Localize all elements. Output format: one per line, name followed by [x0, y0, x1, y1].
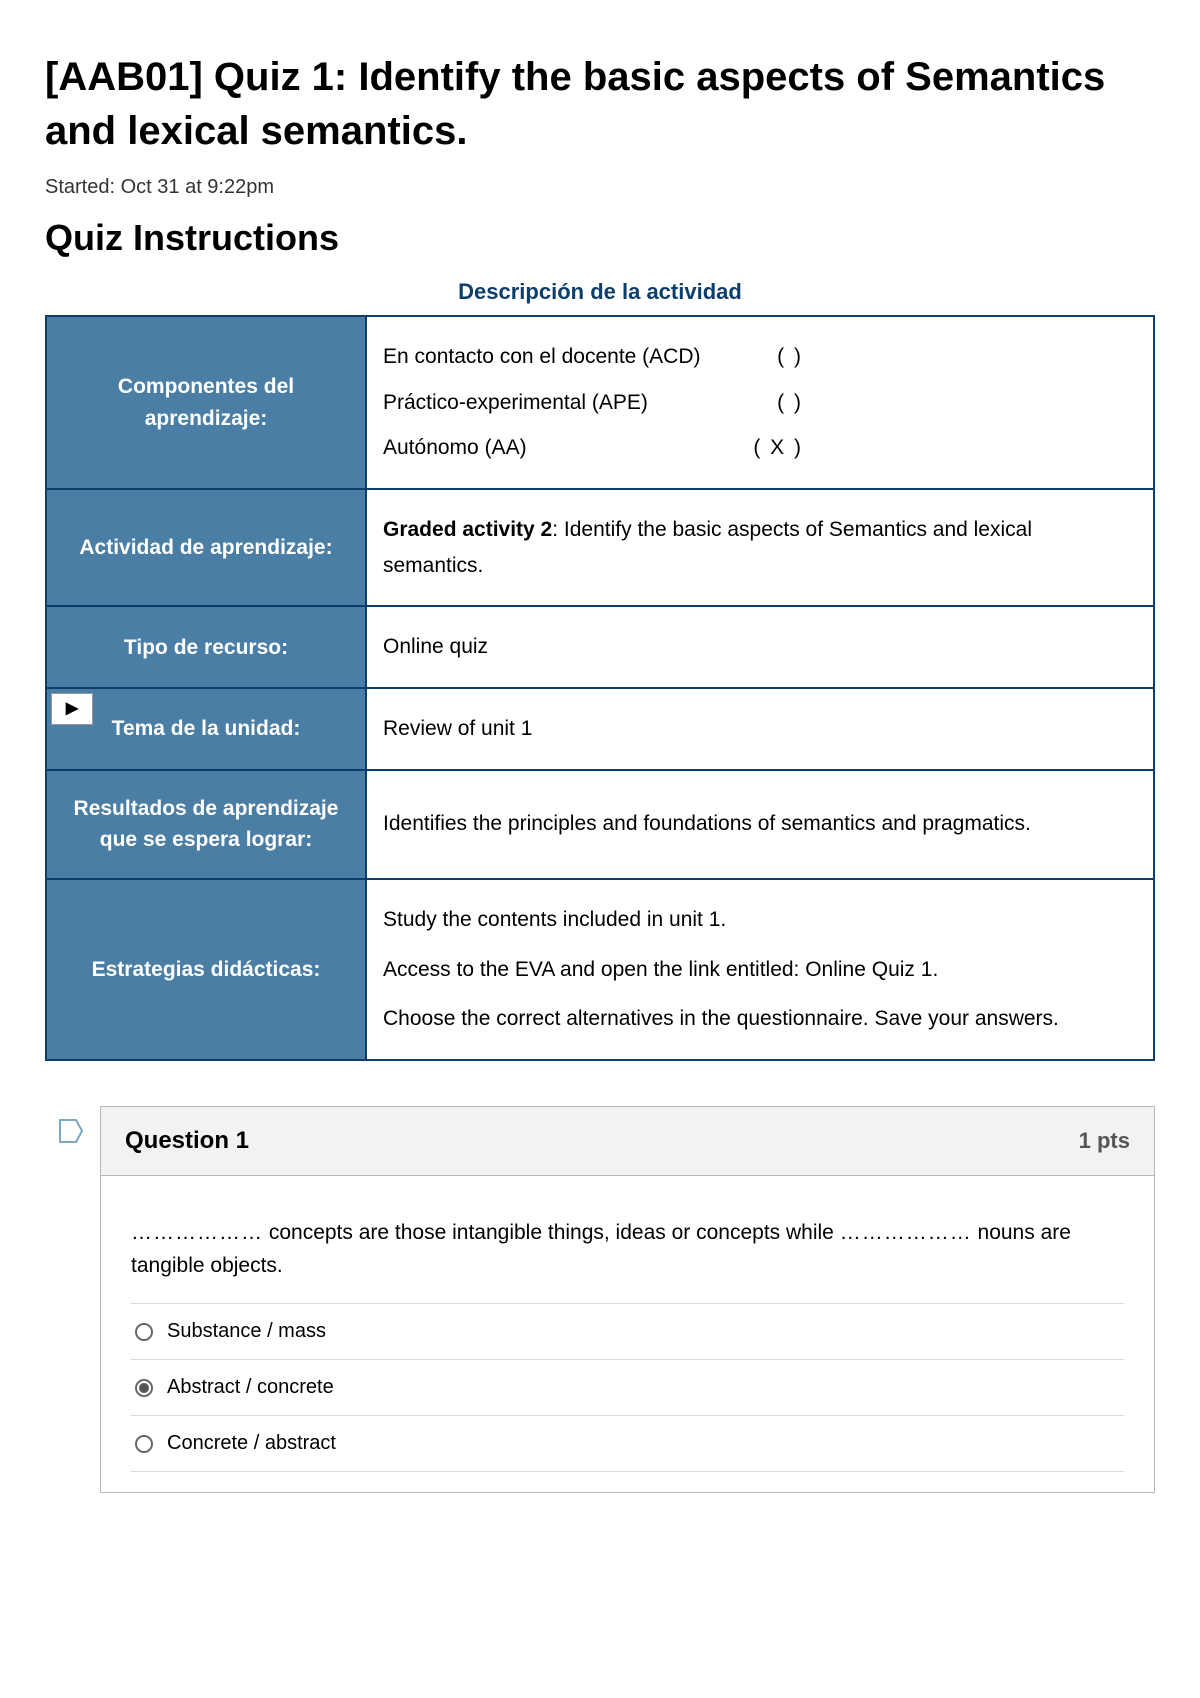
blank-dots: ……………… [840, 1221, 972, 1244]
component-mark: ( X ) [753, 430, 803, 466]
row-value: En contacto con el docente (ACD) ( ) Prá… [366, 316, 1154, 489]
question-box: Question 1 1 pts ……………… concepts are tho… [100, 1106, 1155, 1493]
row-value: Review of unit 1 [366, 688, 1154, 770]
option-label: Abstract / concrete [167, 1376, 334, 1399]
row-label: Actividad de aprendizaje: [46, 489, 366, 606]
started-timestamp: Started: Oct 31 at 9:22pm [45, 176, 1155, 199]
table-row: ▶ Tema de la unidad: Review of unit 1 [46, 688, 1154, 770]
table-row: Tipo de recurso: Online quiz [46, 606, 1154, 688]
description-title: Descripción de la actividad [45, 279, 1155, 305]
strategy-line: Study the contents included in unit 1. [383, 902, 1137, 938]
radio-icon[interactable] [135, 1323, 153, 1341]
radio-icon[interactable] [135, 1435, 153, 1453]
instructions-heading: Quiz Instructions [45, 217, 1155, 259]
component-mark: ( ) [777, 339, 803, 375]
option-item[interactable]: Substance / mass [131, 1303, 1124, 1360]
row-label-text: Tema de la unidad: [112, 717, 301, 740]
row-value: Identifies the principles and foundation… [366, 770, 1154, 879]
bold-prefix: Graded activity 2 [383, 518, 552, 541]
table-row: Componentes del aprendizaje: En contacto… [46, 316, 1154, 489]
question-marker-icon [58, 1118, 84, 1144]
component-name: Práctico-experimental (APE) [383, 385, 648, 421]
option-item[interactable]: Abstract / concrete [131, 1360, 1124, 1416]
option-item[interactable]: Concrete / abstract [131, 1416, 1124, 1472]
table-row: Resultados de aprendizaje que se espera … [46, 770, 1154, 879]
description-table: Componentes del aprendizaje: En contacto… [45, 315, 1155, 1061]
row-label: Estrategias didácticas: [46, 879, 366, 1060]
row-value: Online quiz [366, 606, 1154, 688]
options-list: Substance / mass Abstract / concrete Con… [101, 1293, 1154, 1492]
row-label: Componentes del aprendizaje: [46, 316, 366, 489]
component-item: Práctico-experimental (APE) ( ) [383, 385, 803, 421]
blank-dots: ……………… [131, 1221, 263, 1244]
option-label: Substance / mass [167, 1320, 326, 1343]
row-label: Resultados de aprendizaje que se espera … [46, 770, 366, 879]
row-value: Study the contents included in unit 1. A… [366, 879, 1154, 1060]
component-item: Autónomo (AA) ( X ) [383, 430, 803, 466]
question-points: 1 pts [1079, 1128, 1130, 1154]
strategy-line: Access to the EVA and open the link enti… [383, 952, 1137, 988]
strategy-line: Choose the correct alternatives in the q… [383, 1001, 1137, 1037]
option-label: Concrete / abstract [167, 1432, 336, 1455]
question-header: Question 1 1 pts [101, 1107, 1154, 1176]
component-item: En contacto con el docente (ACD) ( ) [383, 339, 803, 375]
play-icon[interactable]: ▶ [51, 693, 93, 725]
question-number: Question 1 [125, 1127, 249, 1155]
component-mark: ( ) [777, 385, 803, 421]
table-row: Estrategias didácticas: Study the conten… [46, 879, 1154, 1060]
question-container: Question 1 1 pts ……………… concepts are tho… [100, 1106, 1155, 1493]
stem-text: concepts are those intangible things, id… [263, 1221, 840, 1244]
row-label: Tipo de recurso: [46, 606, 366, 688]
page-title: [AAB01] Quiz 1: Identify the basic aspec… [45, 50, 1155, 158]
question-stem: ……………… concepts are those intangible thi… [101, 1176, 1154, 1293]
table-row: Actividad de aprendizaje: Graded activit… [46, 489, 1154, 606]
radio-icon[interactable] [135, 1379, 153, 1397]
component-name: En contacto con el docente (ACD) [383, 339, 701, 375]
component-name: Autónomo (AA) [383, 430, 527, 466]
row-label: ▶ Tema de la unidad: [46, 688, 366, 770]
row-value: Graded activity 2: Identify the basic as… [366, 489, 1154, 606]
